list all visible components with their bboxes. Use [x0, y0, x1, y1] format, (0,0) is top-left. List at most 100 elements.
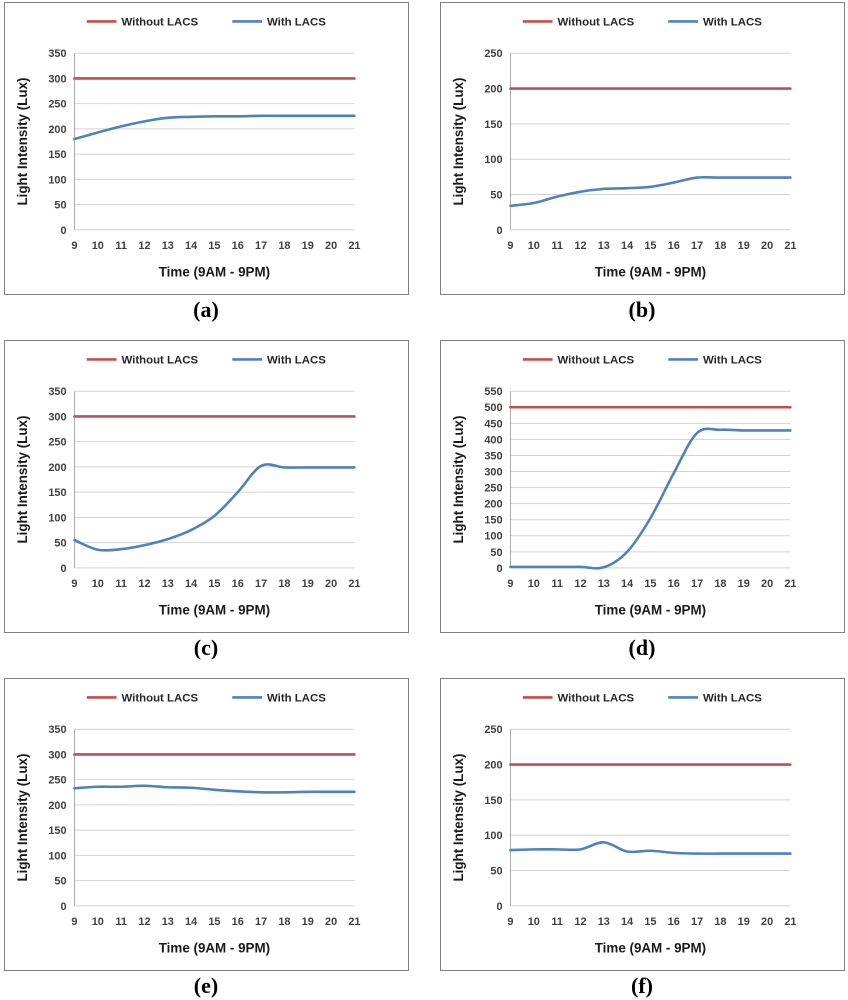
y-tick-label: 100 [48, 174, 66, 186]
figure-caption-b: (b) [628, 297, 656, 322]
legend-label: Without LACS [557, 354, 634, 366]
x-tick-label: 11 [115, 578, 127, 590]
x-tick-label: 21 [784, 240, 796, 252]
x-tick-label: 21 [348, 916, 360, 928]
x-tick-label: 18 [714, 578, 726, 590]
y-tick-label: 100 [48, 512, 66, 524]
legend: Without LACS With LACS [86, 354, 326, 366]
legend-item: With LACS [231, 692, 326, 704]
y-tick-label: 250 [484, 48, 502, 60]
y-axis-title: Light Intensity (Lux) [450, 753, 465, 881]
x-axis-tick-labels: 9 10 11 12 13 14 15 16 17 18 19 20 21 [71, 578, 360, 590]
x-tick-label: 18 [714, 240, 726, 252]
x-tick-label: 13 [161, 240, 173, 252]
x-axis-title: Time (9AM - 9PM) [594, 265, 705, 280]
x-tick-label: 13 [161, 916, 173, 928]
x-tick-label: 17 [691, 578, 703, 590]
x-tick-label: 17 [255, 240, 267, 252]
figure-caption-e: (e) [193, 972, 219, 998]
x-axis-title: Time (9AM - 9PM) [158, 940, 269, 955]
x-tick-label: 9 [507, 240, 513, 252]
series-with-lacs-line [72, 784, 356, 794]
x-tick-label: 15 [208, 916, 220, 928]
x-tick-label: 12 [574, 916, 586, 928]
y-tick-label: 300 [48, 73, 66, 85]
x-tick-label: 20 [325, 916, 337, 928]
x-tick-label: 14 [185, 916, 197, 928]
x-tick-label: 14 [185, 240, 197, 252]
x-tick-label: 11 [115, 240, 127, 252]
x-tick-label: 16 [667, 916, 679, 928]
chart-panel-a: 0 50 100 150 200 250 300 350 9 10 11 12 13 14 15 16 17 18… [3, 2, 409, 295]
x-tick-label: 9 [71, 578, 77, 590]
x-tick-label: 21 [784, 578, 796, 590]
x-tick-label: 15 [644, 916, 656, 928]
x-tick-label: 17 [691, 240, 703, 252]
x-tick-label: 14 [185, 578, 197, 590]
y-tick-label: 500 [484, 402, 502, 414]
y-tick-label: 100 [48, 850, 66, 862]
x-tick-label: 13 [597, 578, 609, 590]
x-tick-label: 12 [138, 916, 150, 928]
legend-label: Without LACS [557, 16, 634, 28]
y-tick-label: 350 [48, 724, 66, 736]
chart-panel-b: 0 50 100 150 200 250 9 10 11 12 13 14 15 16 17 18 19 20 21… [439, 2, 845, 295]
legend-label: With LACS [703, 692, 762, 704]
x-tick-label: 15 [644, 578, 656, 590]
legend-label: Without LACS [121, 354, 198, 366]
x-tick-label: 18 [278, 240, 290, 252]
gridlines [509, 390, 790, 569]
y-tick-label: 0 [496, 563, 502, 575]
x-axis-tick-labels: 9 10 11 12 13 14 15 16 17 18 19 20 21 [507, 916, 796, 928]
legend: Without LACS With LACS [86, 692, 326, 704]
y-tick-label: 150 [484, 515, 502, 527]
legend-item: With LACS [667, 692, 762, 704]
legend-item: With LACS [231, 16, 326, 28]
y-tick-label: 450 [484, 418, 502, 430]
chart-canvas-c: 0 50 100 150 200 250 300 350 9 10 11 12 13 14 15 16 17 18… [14, 354, 360, 617]
x-tick-label: 9 [507, 916, 513, 928]
y-tick-label: 200 [48, 800, 66, 812]
y-tick-label: 250 [48, 437, 66, 449]
y-axis-tick-labels: 0 50 100 150 200 250 [484, 48, 502, 237]
x-tick-label: 10 [527, 240, 539, 252]
y-tick-label: 100 [484, 154, 502, 166]
y-tick-label: 200 [48, 124, 66, 136]
legend-item: Without LACS [522, 692, 634, 704]
y-axis-title: Light Intensity (Lux) [14, 753, 29, 881]
x-tick-label: 14 [621, 916, 633, 928]
y-tick-label: 550 [484, 386, 502, 398]
figure-b: 0 50 100 150 200 250 9 10 11 12 13 14 15 16 17 18 19 20 21… [438, 2, 846, 322]
y-tick-label: 50 [54, 200, 66, 212]
x-tick-label: 13 [597, 916, 609, 928]
y-axis-tick-labels: 0 50 100 150 200 250 [484, 724, 502, 913]
legend-label: With LACS [703, 16, 762, 28]
y-tick-label: 0 [60, 225, 66, 237]
legend-label: With LACS [267, 354, 326, 366]
chart-canvas-d: 0 50 100 150 200 250 300 350 400 450 500 550 9 10 11 12… [450, 354, 796, 617]
x-tick-label: 20 [325, 240, 337, 252]
y-tick-label: 350 [48, 386, 66, 398]
chart-panel-f: 0 50 100 150 200 250 9 10 11 12 13 14 15 16 17 18 19 20 21… [439, 677, 845, 971]
figure-f: 0 50 100 150 200 250 9 10 11 12 13 14 15 16 17 18 19 20 21… [438, 677, 846, 998]
x-tick-label: 17 [691, 916, 703, 928]
x-tick-label: 18 [278, 916, 290, 928]
y-tick-label: 0 [496, 225, 502, 237]
x-tick-label: 19 [737, 578, 749, 590]
x-tick-label: 21 [348, 240, 360, 252]
x-axis-title: Time (9AM - 9PM) [594, 940, 705, 955]
x-tick-label: 9 [507, 578, 513, 590]
x-axis-title: Time (9AM - 9PM) [158, 602, 269, 617]
series-with-lacs-line [508, 840, 792, 855]
gridlines [509, 728, 790, 907]
chart-canvas-b: 0 50 100 150 200 250 9 10 11 12 13 14 15 16 17 18 19 20 21… [450, 16, 796, 280]
x-tick-label: 11 [551, 916, 563, 928]
legend-label: Without LACS [557, 692, 634, 704]
y-axis-tick-labels: 0 50 100 150 200 250 300 350 [48, 386, 66, 575]
legend: Without LACS With LACS [86, 16, 326, 28]
chart-canvas-a: 0 50 100 150 200 250 300 350 9 10 11 12 13 14 15 16 17 18… [14, 16, 360, 280]
legend: Without LACS With LACS [522, 692, 762, 704]
x-axis-title: Time (9AM - 9PM) [158, 265, 269, 280]
x-tick-label: 11 [115, 916, 127, 928]
